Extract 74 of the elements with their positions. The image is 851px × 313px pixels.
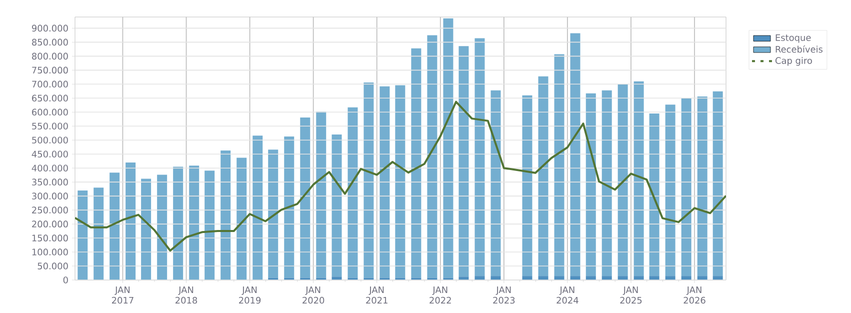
- bar: [554, 54, 564, 276]
- x-tick-label: JAN 2026: [684, 286, 706, 304]
- y-tick-label: 150.000: [32, 234, 68, 242]
- y-tick-label: 350.000: [32, 178, 68, 186]
- bar: [458, 46, 469, 277]
- bar: [268, 150, 278, 278]
- bar: [602, 90, 612, 276]
- y-tick-label: 900.000: [32, 24, 68, 32]
- x-tick-label: JAN 2024: [556, 286, 578, 304]
- bar: [649, 114, 660, 276]
- bar: [364, 82, 374, 278]
- bar: [474, 38, 485, 276]
- x-tick-label: JAN 2020: [302, 286, 324, 304]
- bar: [157, 174, 168, 280]
- bar: [427, 35, 438, 278]
- x-tick-label: JAN 2023: [493, 286, 515, 304]
- bar: [141, 178, 152, 280]
- y-tick-label: 550.000: [32, 122, 68, 130]
- y-tick-label: 850.000: [32, 38, 68, 46]
- bar: [348, 107, 358, 278]
- y-tick-label: 0: [63, 276, 68, 284]
- bar: [538, 76, 548, 276]
- legend-label: Estoque: [776, 34, 811, 43]
- y-tick-label: 450.000: [32, 150, 68, 158]
- bar: [665, 104, 676, 276]
- bar: [443, 18, 454, 278]
- bar: [300, 117, 310, 278]
- y-tick-label: 250.000: [32, 206, 68, 214]
- bar: [236, 158, 247, 280]
- y-tick-label: 700.000: [32, 80, 68, 88]
- bar: [110, 172, 120, 280]
- bar: [712, 91, 723, 276]
- x-tick-label: JAN 2018: [176, 286, 198, 304]
- x-tick-label: JAN 2017: [112, 286, 134, 304]
- bar: [220, 150, 231, 280]
- x-tick-label: JAN 2025: [620, 286, 642, 304]
- bar: [458, 276, 469, 280]
- y-tick-label: 500.000: [32, 136, 68, 144]
- bar: [204, 170, 215, 280]
- bar: [380, 86, 390, 278]
- y-tick-label: 300.000: [32, 192, 68, 200]
- bar: [618, 84, 628, 276]
- bar: [332, 134, 342, 277]
- bar: [634, 81, 644, 276]
- y-tick-label: 750.000: [32, 66, 68, 74]
- legend-label: Cap giro: [775, 57, 812, 66]
- bar: [411, 48, 422, 278]
- x-tick-label: JAN 2021: [366, 286, 388, 304]
- bar: [316, 112, 326, 278]
- bar: [332, 276, 342, 280]
- legend-label: Recebíveis: [776, 45, 823, 53]
- y-tick-label: 400.000: [32, 164, 68, 172]
- line-series: [75, 100, 726, 252]
- bar: [173, 166, 184, 280]
- bar: [284, 136, 294, 278]
- y-tick-label: 600.000: [32, 108, 68, 116]
- x-tick-label: JAN 2022: [430, 286, 451, 304]
- bar: [490, 90, 501, 276]
- x-tick-label: JAN 2019: [239, 286, 261, 304]
- y-tick-label: 50.000: [38, 262, 68, 270]
- bar: [522, 95, 532, 276]
- bar: [126, 162, 136, 280]
- bar: [697, 96, 708, 276]
- y-tick-label: 100.000: [32, 248, 68, 256]
- bar: [570, 33, 580, 276]
- y-tick-label: 200.000: [32, 220, 68, 228]
- y-tick-label: 800.000: [32, 52, 68, 60]
- bar: [252, 136, 263, 280]
- bar: [395, 85, 406, 278]
- bar: [78, 190, 88, 280]
- bar: [94, 188, 104, 280]
- bar: [681, 98, 692, 276]
- bar: [189, 166, 200, 280]
- y-tick-label: 650.000: [32, 94, 68, 102]
